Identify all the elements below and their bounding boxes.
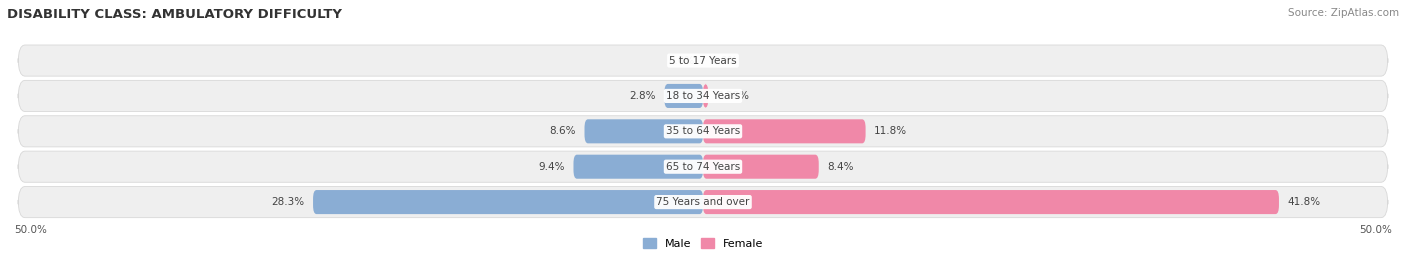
Text: 0.0%: 0.0% (668, 55, 695, 66)
FancyBboxPatch shape (703, 119, 866, 143)
Text: DISABILITY CLASS: AMBULATORY DIFFICULTY: DISABILITY CLASS: AMBULATORY DIFFICULTY (7, 8, 342, 21)
Text: 11.8%: 11.8% (875, 126, 907, 136)
FancyBboxPatch shape (574, 155, 703, 179)
FancyBboxPatch shape (703, 190, 1279, 214)
FancyBboxPatch shape (18, 151, 1388, 182)
FancyBboxPatch shape (585, 119, 703, 143)
FancyBboxPatch shape (18, 80, 1388, 111)
Text: 65 to 74 Years: 65 to 74 Years (666, 162, 740, 172)
FancyBboxPatch shape (703, 84, 709, 108)
Text: 8.4%: 8.4% (827, 162, 853, 172)
Text: 9.4%: 9.4% (538, 162, 565, 172)
Text: 0.38%: 0.38% (717, 91, 749, 101)
Text: 41.8%: 41.8% (1288, 197, 1320, 207)
Text: 75 Years and over: 75 Years and over (657, 197, 749, 207)
FancyBboxPatch shape (18, 187, 1388, 218)
FancyBboxPatch shape (703, 155, 818, 179)
Text: 18 to 34 Years: 18 to 34 Years (666, 91, 740, 101)
FancyBboxPatch shape (18, 116, 1388, 147)
Legend: Male, Female: Male, Female (638, 233, 768, 253)
Text: 8.6%: 8.6% (550, 126, 576, 136)
Text: 50.0%: 50.0% (14, 225, 46, 235)
Text: 0.0%: 0.0% (711, 55, 738, 66)
Text: 28.3%: 28.3% (271, 197, 305, 207)
Text: 5 to 17 Years: 5 to 17 Years (669, 55, 737, 66)
Text: 50.0%: 50.0% (1360, 225, 1392, 235)
Text: 2.8%: 2.8% (630, 91, 657, 101)
FancyBboxPatch shape (314, 190, 703, 214)
FancyBboxPatch shape (18, 45, 1388, 76)
Text: 35 to 64 Years: 35 to 64 Years (666, 126, 740, 136)
Text: Source: ZipAtlas.com: Source: ZipAtlas.com (1288, 8, 1399, 18)
FancyBboxPatch shape (665, 84, 703, 108)
